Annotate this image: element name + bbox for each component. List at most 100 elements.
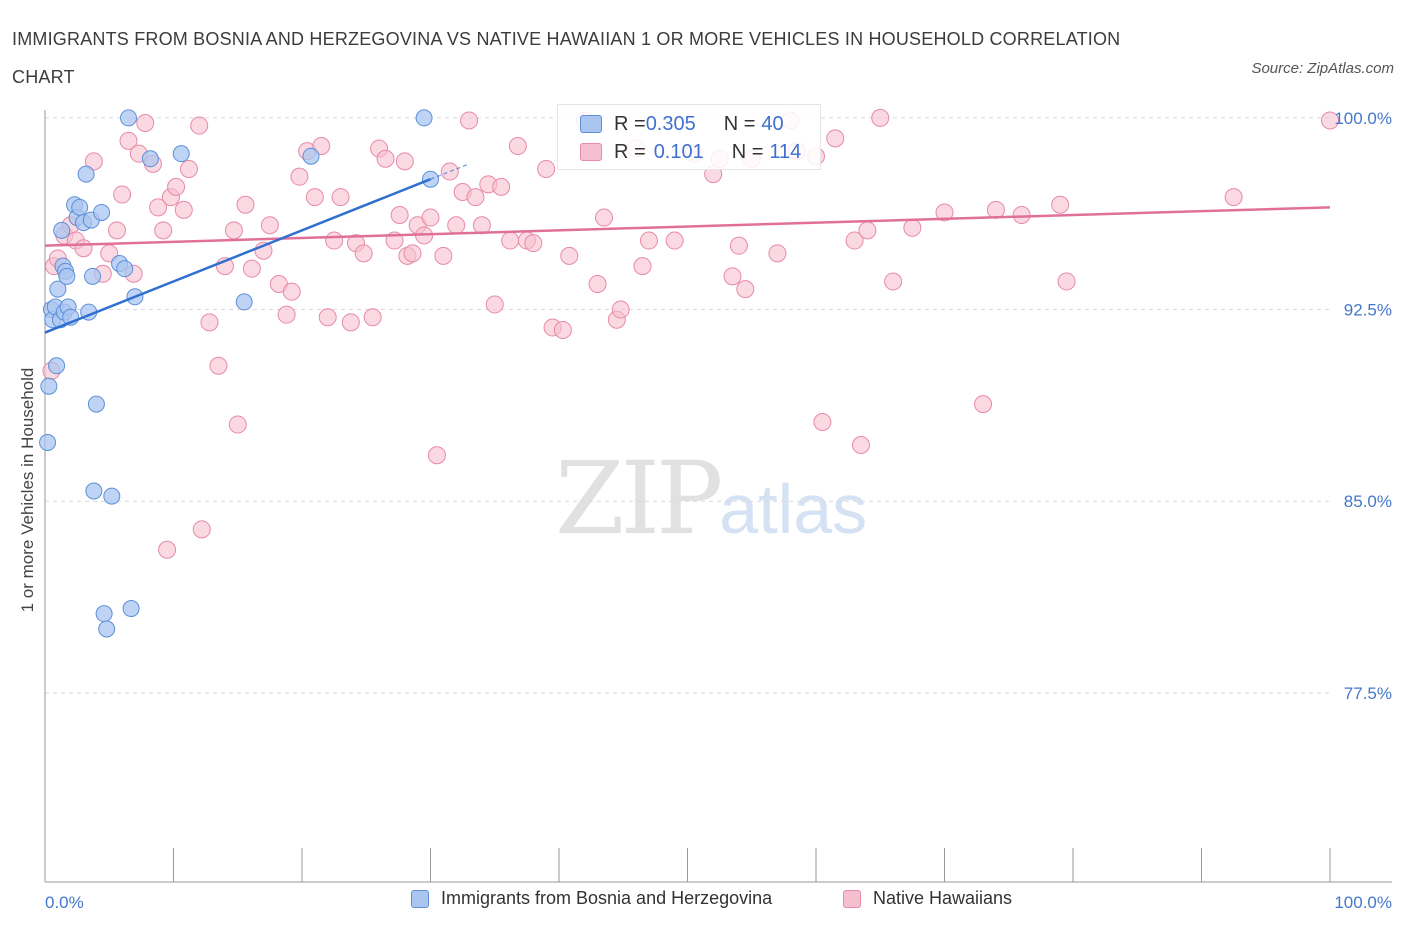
bosnia-point (116, 260, 134, 278)
legend-label-hawaiian: Native Hawaiians (873, 888, 1013, 908)
hawaiian-point (501, 231, 520, 250)
bosnia-point (98, 620, 116, 638)
hawaiian-point (174, 200, 193, 219)
bosnia-point (77, 165, 95, 183)
hawaiian-point (472, 216, 491, 235)
bosnia-point (71, 198, 89, 216)
bosnia-point (53, 221, 71, 239)
hawaiian-point (149, 198, 168, 217)
hawaiian-point (826, 129, 845, 148)
bosnia-point (40, 377, 58, 395)
hawaiian-point (560, 246, 579, 265)
hawaiian-point (1012, 206, 1031, 224)
hawaiian-point (858, 221, 877, 240)
bosnia-point (141, 150, 159, 168)
bosnia-point (58, 267, 76, 285)
hawaiian-point (74, 239, 93, 258)
hawaiian-point (633, 257, 652, 276)
hawaiian-point (1224, 188, 1243, 207)
zipatlas-watermark: ZIPatlas (555, 440, 867, 557)
n-label: N = (731, 140, 764, 163)
hawaiian-point (154, 221, 173, 240)
stats-box: R = 0.305 N = 40 R = 0.101 N = 114 (557, 104, 821, 170)
legend-item-hawaiian[interactable]: Native Hawaiians (843, 888, 1012, 909)
hawaiian-point (813, 413, 832, 431)
hawaiian-point (440, 162, 459, 181)
legend-item-bosnia[interactable]: Immigrants from Bosnia and Herzegovina (411, 888, 772, 909)
bosnia-point (122, 600, 140, 618)
legend-swatch-hawaiian (843, 889, 861, 908)
n-value-bosnia: 40 (761, 112, 784, 135)
hawaiian-point (363, 308, 382, 327)
hawaiian-point (224, 221, 243, 240)
r-value-bosnia: 0.305 (645, 112, 696, 135)
hawaiian-point (242, 259, 261, 278)
hawaiian-point (282, 282, 301, 301)
r-label: R = (614, 140, 646, 163)
y-tick-label: 77.5% (1344, 684, 1392, 703)
bosnia-point (48, 357, 66, 375)
tick-labels: 100.0% 92.5% 85.0% 77.5% 0.0% 100.0% (45, 109, 1392, 912)
hawaiian-point (434, 246, 453, 265)
native-hawaiian-points (42, 108, 1339, 559)
hawaiian-point (729, 236, 748, 255)
hawaiian-point (119, 131, 138, 150)
bosnia-point (172, 145, 190, 163)
bosnia-trend-line (44, 178, 431, 334)
hawaiian-point (1057, 272, 1076, 291)
hawaiian-point (107, 221, 126, 240)
hawaiian-point (318, 308, 337, 327)
hawaiian-point (395, 152, 414, 171)
stats-row-hawaiian: R = 0.101 N = 114 (580, 139, 801, 165)
hawaiian-point (639, 231, 658, 250)
bosnia-point (49, 280, 67, 298)
hawaiian-point (403, 244, 422, 263)
bosnia-point (415, 109, 433, 127)
hawaiian-point (277, 305, 296, 324)
hawaiian-point (537, 160, 556, 178)
hawaiian-point (341, 313, 360, 332)
bosnia-point (120, 109, 138, 127)
bosnia-point (84, 267, 102, 285)
hawaiian-point (113, 185, 132, 204)
hawaiian-point (290, 167, 309, 186)
bosnia-point (302, 147, 320, 165)
hawaiian-point (390, 206, 409, 224)
hawaiian-point (884, 272, 903, 291)
hawaiian-point (903, 218, 922, 237)
hawaiian-point (136, 114, 155, 132)
hawaiian-point (736, 280, 755, 299)
bosnia-point (87, 395, 105, 413)
n-value-hawaiian: 114 (769, 140, 802, 163)
hawaiian-trend-line (44, 206, 1331, 247)
y-tick-label: 100.0% (1334, 109, 1392, 128)
chart-title: IMMIGRANTS FROM BOSNIA AND HERZEGOVINA V… (12, 29, 1121, 87)
hawaiian-point (485, 295, 504, 314)
hawaiian-point (460, 111, 479, 130)
watermark-zip: ZIP (555, 440, 723, 557)
hawaiian-point (588, 275, 607, 293)
hawaiian-point (228, 415, 247, 434)
hawaiian-point (986, 200, 1005, 219)
bosnia-point (95, 605, 113, 623)
legend-swatch-bosnia (411, 889, 429, 908)
hawaiian-point (200, 313, 219, 332)
hawaiian-point (305, 188, 324, 207)
legend-label-bosnia: Immigrants from Bosnia and Herzegovina (441, 888, 773, 908)
hawaiian-swatch (580, 143, 602, 161)
axes (44, 110, 1392, 883)
trend-lines (44, 163, 1331, 334)
hawaiian-point (611, 300, 630, 319)
hawaiian-point (723, 267, 742, 286)
hawaiian-point (427, 446, 446, 465)
n-label: N = (723, 112, 756, 135)
hawaiian-point (260, 216, 279, 235)
hawaiian-point (190, 116, 209, 135)
hawaiian-point (935, 203, 954, 222)
bosnia-point (85, 482, 103, 500)
hawaiian-point (167, 177, 186, 196)
y-tick-label: 92.5% (1344, 301, 1392, 320)
hawaiian-point (447, 216, 466, 235)
hawaiian-point (524, 234, 543, 253)
hawaiian-point (236, 195, 255, 214)
